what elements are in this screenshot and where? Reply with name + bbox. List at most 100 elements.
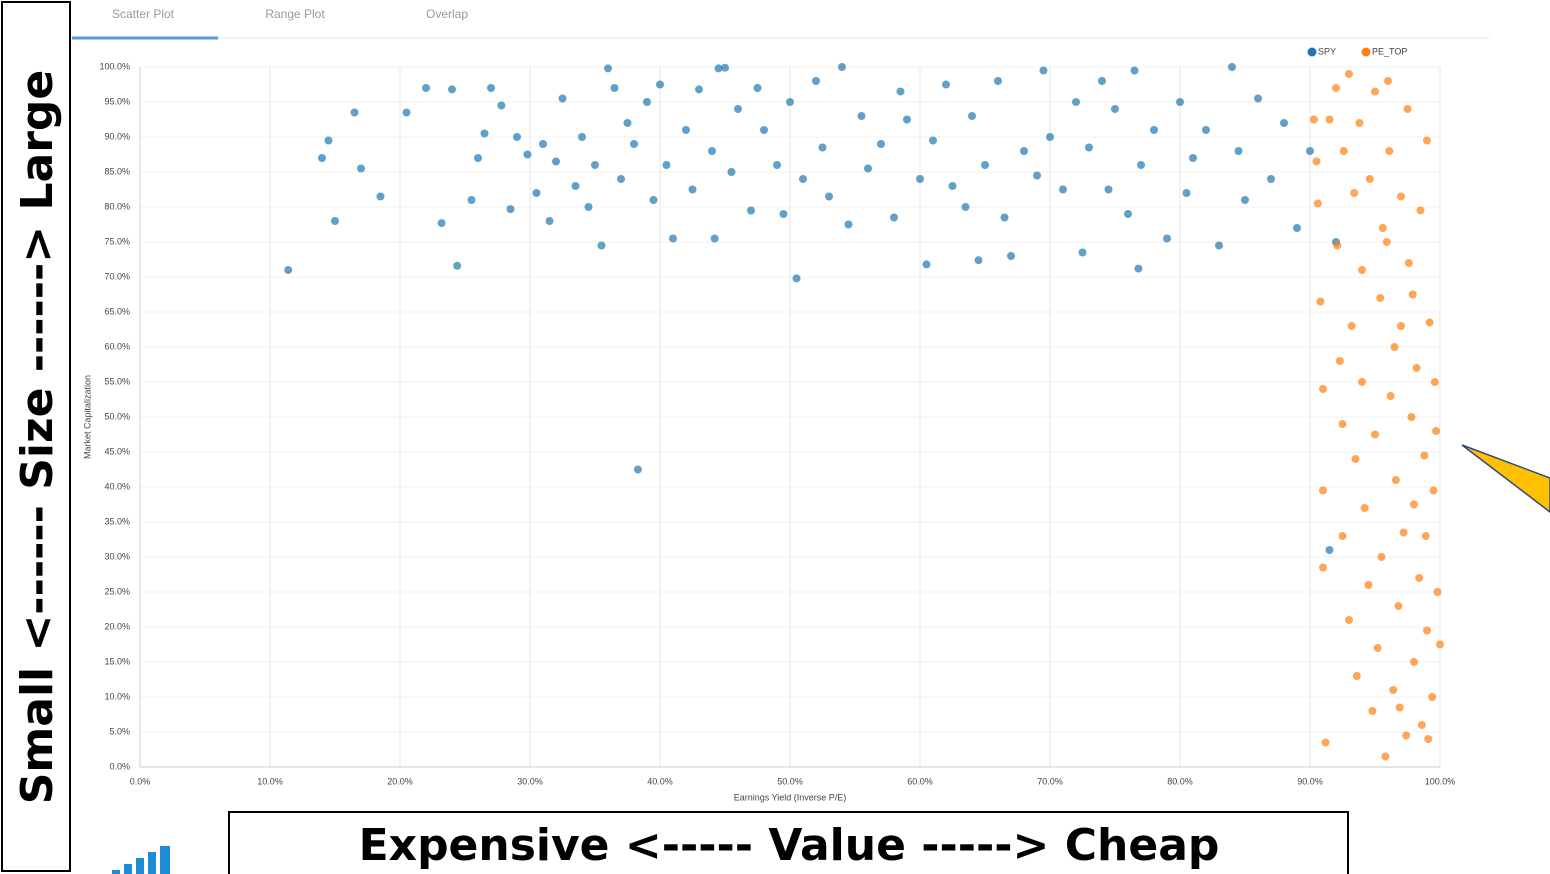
point bbox=[799, 175, 807, 183]
point bbox=[630, 140, 638, 148]
point bbox=[1420, 451, 1429, 460]
point bbox=[284, 266, 293, 274]
point bbox=[779, 210, 788, 218]
point bbox=[545, 217, 554, 225]
point bbox=[1333, 241, 1342, 250]
point bbox=[532, 189, 541, 197]
point bbox=[1325, 115, 1334, 124]
point bbox=[623, 119, 632, 127]
point bbox=[727, 168, 736, 176]
x-tick-label: 80.0% bbox=[1167, 776, 1193, 786]
point bbox=[786, 98, 794, 106]
point bbox=[1293, 224, 1301, 232]
point bbox=[1189, 154, 1197, 162]
point bbox=[1397, 192, 1405, 201]
point bbox=[1395, 703, 1404, 712]
point bbox=[350, 108, 359, 117]
point bbox=[448, 85, 456, 94]
point bbox=[1000, 213, 1009, 222]
point bbox=[968, 112, 976, 120]
tab[interactable]: Overlap bbox=[426, 7, 468, 21]
point bbox=[1408, 290, 1417, 299]
point bbox=[453, 261, 462, 270]
point bbox=[734, 105, 742, 113]
y-tick-label: 80.0% bbox=[104, 201, 130, 211]
point bbox=[1377, 553, 1386, 561]
point bbox=[1350, 189, 1359, 197]
point bbox=[1352, 672, 1361, 680]
point bbox=[1124, 210, 1132, 218]
y-tick-label: 65.0% bbox=[104, 306, 130, 316]
y-tick-label: 90.0% bbox=[104, 131, 130, 141]
point bbox=[916, 175, 924, 183]
point bbox=[649, 196, 658, 204]
point bbox=[1415, 574, 1424, 582]
size-box bbox=[1, 1, 71, 872]
y-tick-label: 5.0% bbox=[109, 726, 130, 736]
y-tick-label: 70.0% bbox=[104, 271, 130, 281]
point bbox=[753, 84, 762, 92]
point bbox=[1424, 735, 1433, 743]
point bbox=[1382, 238, 1391, 246]
point bbox=[682, 126, 690, 134]
point bbox=[1423, 136, 1431, 145]
value-annotation: Expensive <----- Value -----> Cheap bbox=[359, 820, 1220, 871]
point bbox=[1134, 264, 1143, 273]
y-tick-label: 0.0% bbox=[109, 761, 130, 771]
point bbox=[331, 217, 339, 225]
point bbox=[1215, 241, 1223, 250]
point bbox=[1423, 626, 1431, 635]
legend-label: PE_TOP bbox=[1372, 46, 1407, 56]
point bbox=[474, 154, 482, 162]
point bbox=[1267, 175, 1275, 183]
point bbox=[539, 140, 547, 148]
point bbox=[487, 84, 495, 92]
point bbox=[1364, 581, 1373, 589]
point bbox=[467, 196, 476, 204]
point bbox=[318, 154, 326, 162]
point bbox=[1033, 171, 1041, 180]
y-tick-label: 60.0% bbox=[104, 341, 130, 351]
point bbox=[844, 220, 853, 229]
point bbox=[1412, 364, 1421, 372]
point bbox=[617, 175, 625, 183]
point bbox=[1321, 738, 1330, 747]
tab[interactable]: Scatter Plot bbox=[112, 7, 175, 21]
point bbox=[1254, 94, 1262, 103]
point bbox=[1417, 721, 1426, 729]
y-tick-label: 85.0% bbox=[104, 166, 130, 176]
point bbox=[1429, 486, 1438, 495]
y-tick-label: 20.0% bbox=[104, 621, 130, 631]
point bbox=[1404, 259, 1413, 267]
point bbox=[1386, 392, 1395, 400]
point bbox=[825, 192, 833, 201]
y-tick-label: 15.0% bbox=[104, 656, 130, 666]
y-tick-label: 75.0% bbox=[104, 236, 130, 246]
x-tick-label: 50.0% bbox=[777, 776, 803, 786]
x-tick-label: 90.0% bbox=[1297, 776, 1323, 786]
point bbox=[1391, 476, 1400, 484]
point bbox=[1007, 252, 1015, 260]
point bbox=[688, 185, 697, 194]
y-tick-label: 55.0% bbox=[104, 376, 130, 386]
point bbox=[1360, 504, 1369, 512]
point bbox=[1397, 322, 1405, 330]
point bbox=[1355, 119, 1364, 127]
point bbox=[1345, 616, 1353, 624]
point bbox=[669, 234, 677, 243]
point bbox=[1202, 126, 1210, 134]
point bbox=[974, 256, 983, 265]
point bbox=[961, 203, 970, 211]
tab[interactable]: Range Plot bbox=[265, 7, 325, 21]
point bbox=[1410, 658, 1418, 666]
y-tick-label: 40.0% bbox=[104, 481, 130, 491]
point bbox=[1325, 546, 1334, 554]
point bbox=[1347, 322, 1356, 330]
value-box bbox=[228, 811, 1349, 874]
point bbox=[838, 63, 846, 71]
point bbox=[1039, 66, 1048, 75]
point bbox=[1373, 644, 1382, 652]
point bbox=[422, 84, 430, 92]
point bbox=[877, 140, 885, 148]
